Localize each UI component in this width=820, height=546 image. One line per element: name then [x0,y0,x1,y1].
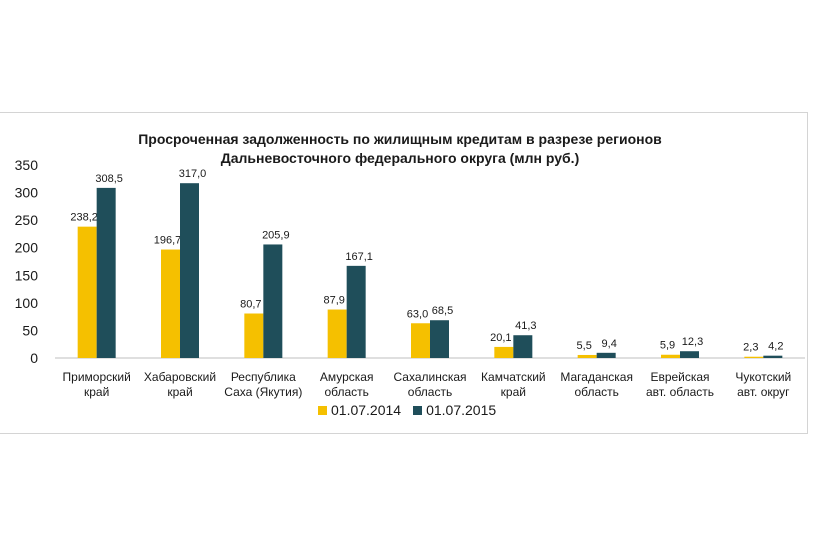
data-label-2015: 12,3 [682,336,703,348]
data-label-2014: 5,5 [577,340,592,352]
legend-item-2014: 01.07.2014 [318,402,401,418]
data-label-2014: 5,9 [660,340,675,352]
chart-legend: 01.07.2014 01.07.2015 [318,402,508,418]
y-tick-label: 150 [15,267,39,283]
x-tick-label: Камчатский [481,370,546,384]
data-label-2015: 308,5 [95,173,123,185]
bar-2015 [680,351,699,358]
data-label-2015: 9,4 [602,338,617,350]
x-tick-label: область [324,385,368,399]
data-label-2014: 20,1 [490,332,511,344]
bar-2014 [577,354,597,358]
x-tick-label: Хабаровский [144,370,216,384]
x-tick-label: авт. область [646,385,714,399]
x-tick-label: Сахалинская [393,370,466,384]
y-tick-label: 300 [15,185,39,201]
x-tick-label: Магаданская [560,370,633,384]
data-label-2014: 80,7 [240,298,261,310]
legend-item-2015: 01.07.2015 [413,402,496,418]
data-label-2015: 68,5 [432,305,453,317]
x-tick-label: область [408,385,452,399]
x-tick-label: край [167,385,192,399]
bar-2014 [244,313,264,358]
bar-2014 [161,249,180,358]
bar-2014 [744,356,764,358]
y-tick-label: 50 [22,322,38,338]
data-label-2015: 167,1 [345,251,373,263]
bar-2015 [263,244,283,358]
x-tick-label: Республика [231,370,296,384]
legend-swatch-2015 [413,405,423,415]
data-label-2014: 196,7 [154,235,182,247]
x-tick-label: край [501,385,526,399]
y-tick-label: 100 [15,295,39,311]
bar-2015 [180,183,199,358]
bar-2014 [77,226,97,358]
bar-2015 [513,335,533,358]
data-label-2014: 238,2 [70,212,98,224]
bar-2015 [430,320,449,358]
legend-swatch-2014 [318,405,327,415]
data-label-2014: 87,9 [323,295,344,307]
y-tick-label: 350 [15,157,39,173]
data-label-2015: 41,3 [515,320,536,332]
data-label-2014: 63,0 [407,308,428,320]
y-tick-label: 250 [15,212,39,228]
x-tick-label: Еврейская [650,370,709,384]
chart-frame [0,112,808,434]
bar-2014 [327,309,347,358]
data-label-2014: 2,3 [743,342,758,354]
bar-2014 [494,346,514,358]
x-tick-label: Амурская [320,370,374,384]
y-tick-label: 200 [15,240,39,256]
bar-2014 [661,354,680,358]
legend-label-2015: 01.07.2015 [426,402,497,418]
bar-2015 [596,352,616,358]
bar-2015 [96,187,116,358]
x-tick-label: край [84,385,109,399]
x-tick-label: авт. округ [737,385,790,399]
chart-title: Просроченная задолженность по жилищным к… [40,130,760,168]
data-label-2015: 205,9 [262,229,290,241]
legend-label-2014: 01.07.2014 [331,402,402,418]
bar-2015 [346,265,366,358]
chart-title-line-2: Дальневосточного федерального округа (мл… [220,150,580,166]
x-tick-label: Приморский [63,370,131,384]
chart-title-line-1: Просроченная задолженность по жилищным к… [138,131,662,147]
data-label-2015: 317,0 [179,168,207,180]
x-tick-label: Чукотский [735,370,791,384]
x-tick-label: область [574,385,618,399]
bar-2014 [411,323,430,358]
y-tick-label: 0 [30,350,38,366]
data-label-2015: 4,2 [768,341,783,353]
x-tick-label: Саха (Якутия) [224,385,302,399]
bar-2015 [763,355,783,358]
